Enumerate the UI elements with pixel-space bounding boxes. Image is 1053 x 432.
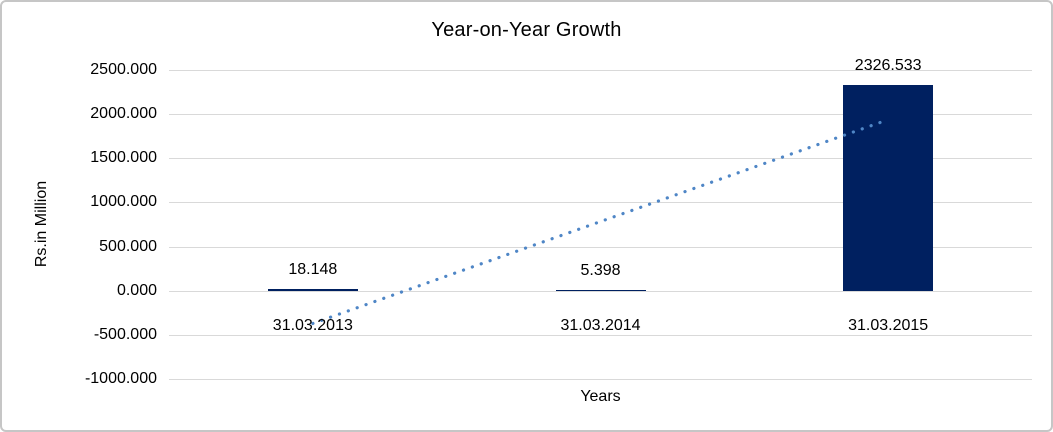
x-axis-title: Years [580,388,621,405]
gridline [169,114,1032,115]
data-label: 5.398 [580,262,621,279]
bar-31.03.2015[interactable] [843,85,934,291]
x-tick-label: 31.03.2013 [272,317,353,334]
y-tick-label: 500.000 [99,238,157,255]
x-tick-label: 31.03.2014 [560,317,641,334]
data-label: 2326.533 [854,57,922,74]
y-tick-label: 1500.000 [90,149,157,166]
y-tick-label: 2500.000 [90,61,157,78]
y-tick-label: -1000.000 [84,370,157,387]
chart-title: Year-on-Year Growth [431,19,622,41]
y-tick-label: 0.000 [116,282,157,299]
y-tick-label: -500.000 [93,326,157,343]
y-axis-title: Rs.in Million [33,180,50,268]
gridline [169,335,1032,336]
gridline [169,379,1032,380]
gridline [169,291,1032,292]
y-tick-label: 2000.000 [90,105,157,122]
y-tick-label: 1000.000 [90,193,157,210]
x-tick-label: 31.03.2015 [848,317,929,334]
bar-31.03.2014[interactable] [555,290,646,291]
gridline [169,70,1032,71]
trendline[interactable] [311,118,890,326]
data-label: 18.148 [288,261,338,278]
bar-31.03.2013[interactable] [267,289,358,291]
